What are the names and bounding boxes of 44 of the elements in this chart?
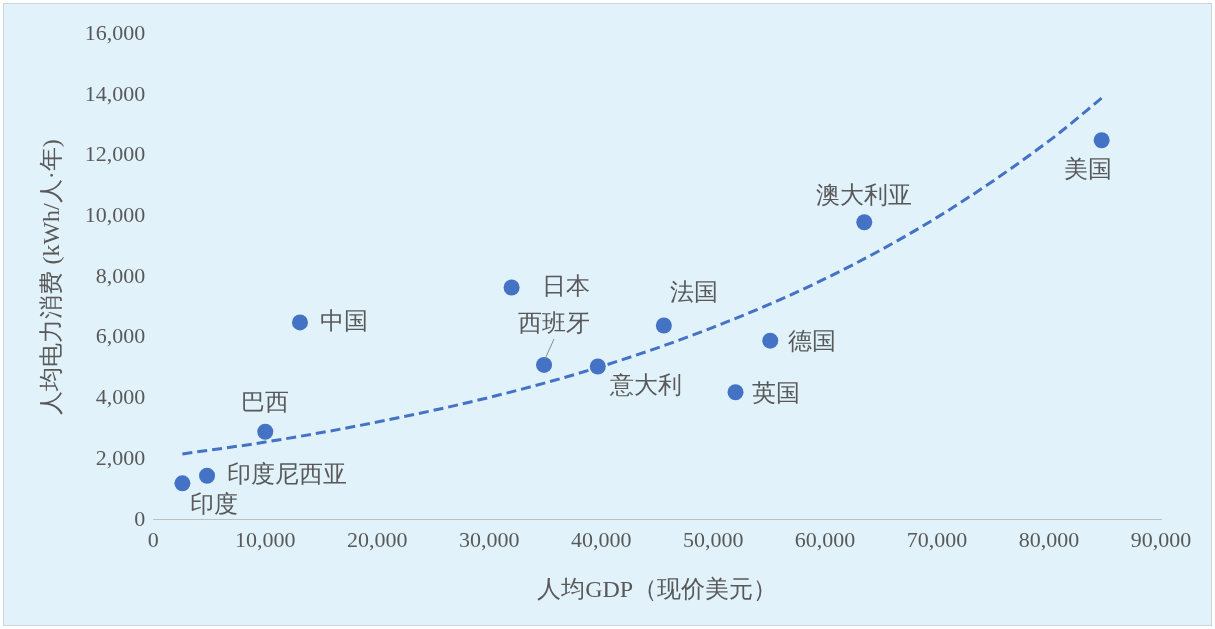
x-tick-label: 20,000 xyxy=(346,526,408,552)
point xyxy=(655,317,672,334)
x-axis-title: 人均GDP（现价美元） xyxy=(537,575,778,602)
annotation: 美国 xyxy=(1063,155,1112,182)
point xyxy=(727,384,744,401)
x-tick-label: 40,000 xyxy=(570,526,632,552)
annotation: 巴西 xyxy=(241,389,290,416)
annotation: 西班牙 xyxy=(518,310,591,337)
point xyxy=(856,214,873,231)
annotation: 印度尼西亚 xyxy=(227,461,348,488)
x-tick-label: 10,000 xyxy=(235,526,296,552)
x-tick-label: 30,000 xyxy=(458,526,520,552)
y-tick-label: 6,000 xyxy=(95,323,146,349)
y-axis-title: 人均电力消费 (kWh/人·年) xyxy=(37,139,64,415)
y-tick-label: 10,000 xyxy=(84,201,146,227)
annotation: 中国 xyxy=(319,307,368,334)
point xyxy=(257,423,274,440)
annotation: 意大利 xyxy=(608,371,682,398)
point xyxy=(536,356,553,373)
x-tick-label: 60,000 xyxy=(794,526,856,552)
annotation: 日本 xyxy=(541,272,590,299)
x-tick-label: 80,000 xyxy=(1018,526,1080,552)
point xyxy=(1093,132,1110,149)
y-tick-label: 12,000 xyxy=(84,141,146,167)
y-tick-label: 4,000 xyxy=(95,384,146,410)
x-tick-label: 70,000 xyxy=(906,526,968,552)
point xyxy=(762,332,779,349)
y-tick-label: 0 xyxy=(134,505,146,531)
y-tick-label: 8,000 xyxy=(95,262,146,288)
y-tick-label: 2,000 xyxy=(95,444,146,470)
annotation: 德国 xyxy=(788,327,837,354)
point xyxy=(291,314,308,331)
point xyxy=(503,279,520,296)
annotation: 印度 xyxy=(190,490,239,517)
x-tick-label: 50,000 xyxy=(682,526,744,552)
annotation: 法国 xyxy=(669,278,718,305)
annotation: 英国 xyxy=(751,379,800,406)
point xyxy=(174,475,191,492)
y-tick-label: 16,000 xyxy=(84,19,146,45)
x-tick-label: 90,000 xyxy=(1130,526,1192,552)
annotation: 澳大利亚 xyxy=(816,181,913,208)
point xyxy=(199,467,216,484)
y-tick-label: 14,000 xyxy=(84,80,146,106)
point xyxy=(589,358,606,375)
